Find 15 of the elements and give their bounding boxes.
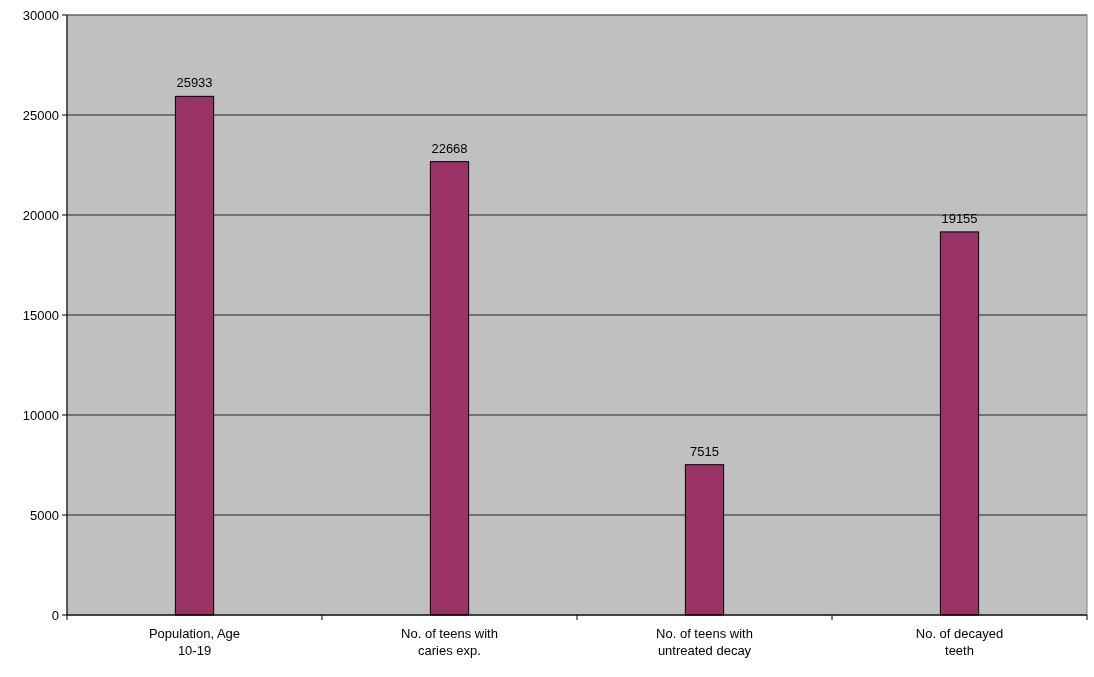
x-tick-label: No. of teens with caries exp. [401, 626, 498, 658]
y-tick-label: 30000 [22, 7, 59, 23]
x-tick-label: No. of teens with untreated decay [656, 626, 753, 658]
y-tick-label: 15000 [22, 307, 59, 323]
y-tick-label: 0 [51, 607, 59, 623]
x-tick-label: Population, Age 10-19 [148, 626, 241, 658]
data-label: 19155 [941, 210, 978, 226]
y-tick-label: 25000 [22, 107, 59, 123]
data-label: 7515 [690, 443, 719, 459]
y-tick-label: 20000 [22, 207, 59, 223]
data-label: 25933 [176, 75, 213, 91]
x-tick-label: No. of decayed teeth [915, 626, 1004, 658]
data-label: 22668 [431, 140, 468, 156]
y-tick-label: 10000 [22, 407, 59, 423]
y-tick-label: 5000 [30, 507, 59, 523]
